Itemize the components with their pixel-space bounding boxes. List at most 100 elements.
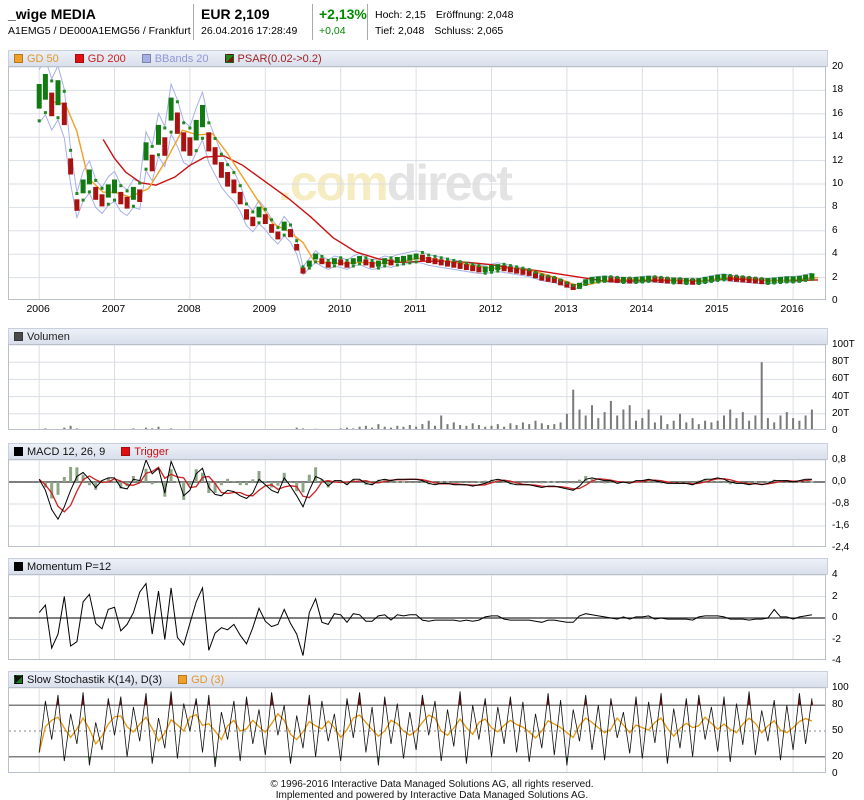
y-tick-label: 20 bbox=[832, 750, 844, 762]
y-tick-label: 50 bbox=[832, 725, 844, 736]
y-tick-label: -0,8 bbox=[832, 498, 850, 509]
legend-swatch-icon bbox=[14, 675, 23, 684]
watermark-com: .com bbox=[278, 155, 389, 211]
legend-label: Momentum P=12 bbox=[27, 560, 112, 573]
y-tick-label: 8 bbox=[832, 201, 838, 213]
y-tick-label: 2 bbox=[832, 590, 838, 602]
y-tick-label: 4 bbox=[832, 569, 838, 580]
ohlc-block: Hoch: 2,15 Eröffnung: 2,048 Tief: 2,048 Schlu… bbox=[375, 7, 523, 39]
legend-item: MACD 12, 26, 9 bbox=[14, 446, 105, 458]
last-price: EUR 2,109 bbox=[201, 6, 270, 22]
y-tick-label: -2 bbox=[832, 633, 841, 645]
copyright-line-2: Implemented and powered by Interactive D… bbox=[275, 790, 589, 800]
copyright-footer: © 1996-2016 Interactive Data Managed Sol… bbox=[0, 779, 864, 800]
schluss-value: 2,065 bbox=[477, 25, 504, 37]
stochastik-plot bbox=[8, 687, 826, 773]
y-tick-label: 20 bbox=[832, 61, 844, 72]
legend-item: GD (3) bbox=[178, 674, 224, 686]
y-tick-label: 0 bbox=[832, 612, 838, 623]
eroeffnung-value: 2,048 bbox=[487, 9, 514, 21]
legend-item: PSAR(0.02->0.2) bbox=[224, 52, 322, 65]
x-tick-label: 2012 bbox=[478, 303, 503, 315]
macd-legend: MACD 12, 26, 9 Trigger bbox=[8, 443, 828, 460]
change-block: +2,13% +0,04 bbox=[319, 5, 367, 39]
ohlc-row-1: Hoch: 2,15 Eröffnung: 2,048 bbox=[375, 7, 523, 23]
legend-label: GD (3) bbox=[191, 673, 225, 686]
y-tick-label: 60T bbox=[832, 373, 850, 385]
header-divider bbox=[367, 4, 368, 40]
legend-item: Trigger bbox=[121, 445, 169, 458]
y-tick-label: 100 bbox=[832, 682, 849, 693]
quote-header: _wige MEDIA A1EMG5 / DE000A1EMG56 / Fran… bbox=[0, 0, 864, 46]
legend-label: MACD 12, 26, 9 bbox=[27, 445, 106, 458]
main-chart-legend: GD 50 GD 200 BBands 20 PSAR(0.02->0.2) bbox=[8, 50, 828, 67]
legend-swatch-icon bbox=[224, 54, 234, 63]
y-tick-label: 10 bbox=[832, 178, 844, 189]
change-absolute: +0,04 bbox=[319, 25, 346, 37]
tief-label: Tief: bbox=[375, 25, 396, 37]
price-y-axis: 20 18 16 14 12 10 8 6 4 2 0 bbox=[832, 61, 864, 306]
y-tick-label: 0,0 bbox=[832, 476, 846, 487]
legend-item: GD 200 bbox=[74, 52, 126, 65]
hoch-value: 2,15 bbox=[405, 9, 426, 21]
legend-label: Volumen bbox=[27, 330, 70, 343]
tief-value: 2,048 bbox=[398, 25, 425, 37]
stochastik-y-axis: 100 80 50 20 0 bbox=[832, 682, 864, 779]
momentum-legend: Momentum P=12 bbox=[8, 558, 828, 575]
y-tick-label: 20T bbox=[832, 407, 850, 419]
copyright-line-1: © 1996-2016 Interactive Data Managed Sol… bbox=[270, 779, 594, 790]
instrument-block: _wige MEDIA A1EMG5 / DE000A1EMG56 / Fran… bbox=[8, 5, 191, 39]
change-percent: +2,13% bbox=[319, 6, 367, 22]
x-tick-label: 2010 bbox=[328, 303, 352, 315]
legend-label: GD 200 bbox=[87, 52, 126, 65]
y-tick-label: -2,4 bbox=[832, 542, 850, 553]
volume-y-axis: 100T 80T 60T 40T 20T 0 bbox=[832, 339, 864, 436]
eroeffnung-label: Eröffnung: bbox=[435, 9, 485, 21]
y-tick-label: 6 bbox=[832, 224, 838, 236]
legend-swatch-icon bbox=[14, 332, 23, 341]
x-tick-label: 2008 bbox=[177, 303, 201, 315]
momentum-plot bbox=[8, 574, 826, 660]
legend-item: Slow Stochastik K(14), D(3) bbox=[14, 674, 162, 686]
volume-plot bbox=[8, 344, 826, 430]
x-tick-label: 2007 bbox=[101, 303, 126, 315]
volume-legend: Volumen bbox=[8, 328, 828, 345]
legend-label: Trigger bbox=[134, 445, 169, 458]
ohlc-row-2: Tief: 2,048 Schluss: 2,065 bbox=[375, 23, 523, 39]
y-tick-label: 80T bbox=[832, 356, 850, 368]
price-x-axis: 2006 2007 2008 2009 2010 2011 2012 2013 2014 2015… bbox=[8, 303, 828, 316]
y-tick-label: -4 bbox=[832, 655, 841, 666]
legend-swatch-icon bbox=[121, 447, 131, 456]
y-tick-label: 18 bbox=[832, 84, 844, 96]
x-tick-label: 2014 bbox=[629, 303, 653, 315]
x-tick-label: 2009 bbox=[252, 303, 276, 315]
legend-item: GD 50 bbox=[14, 53, 59, 65]
legend-swatch-icon bbox=[14, 562, 23, 571]
x-tick-label: 2006 bbox=[26, 303, 50, 315]
legend-item: Momentum P=12 bbox=[14, 561, 111, 573]
legend-item: Volumen bbox=[14, 331, 70, 343]
y-tick-label: -1,6 bbox=[832, 520, 850, 531]
legend-item: BBands 20 bbox=[141, 53, 209, 65]
y-tick-label: 0 bbox=[832, 768, 838, 779]
legend-label: Slow Stochastik K(14), D(3) bbox=[27, 673, 163, 686]
x-tick-label: 2011 bbox=[403, 303, 427, 315]
hoch-label: Hoch: bbox=[375, 9, 403, 21]
price-block: EUR 2,109 26.04.2016 17:28:49 bbox=[201, 5, 297, 39]
y-tick-label: 0 bbox=[832, 295, 838, 306]
legend-swatch-icon bbox=[141, 54, 151, 63]
legend-label: PSAR(0.02->0.2) bbox=[237, 52, 322, 65]
x-tick-label: 2015 bbox=[704, 303, 729, 315]
y-tick-label: 4 bbox=[832, 248, 838, 260]
y-tick-label: 0,8 bbox=[832, 454, 846, 465]
header-divider bbox=[312, 4, 313, 40]
schluss-label: Schluss: bbox=[434, 25, 474, 37]
macd-y-axis: 0,8 0,0 -0,8 -1,6 -2,4 bbox=[832, 454, 864, 553]
y-tick-label: 80 bbox=[832, 699, 844, 711]
y-tick-label: 0 bbox=[832, 425, 838, 436]
momentum-y-axis: 4 2 0 -2 -4 bbox=[832, 569, 864, 666]
y-tick-label: 16 bbox=[832, 107, 844, 119]
instrument-name: _wige MEDIA bbox=[8, 6, 96, 22]
y-tick-label: 12 bbox=[832, 154, 844, 166]
